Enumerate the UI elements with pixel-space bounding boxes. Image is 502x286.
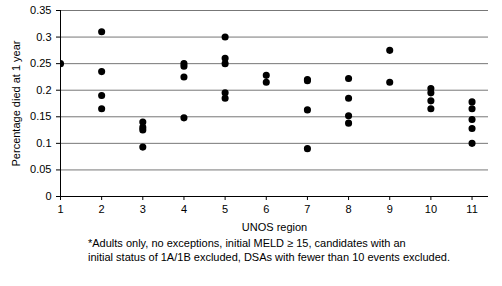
svg-text:0.05: 0.05 — [30, 163, 51, 175]
svg-text:0.35: 0.35 — [30, 4, 51, 16]
svg-text:0.1: 0.1 — [36, 137, 51, 149]
svg-text:9: 9 — [387, 203, 393, 215]
svg-text:7: 7 — [304, 203, 310, 215]
svg-text:5: 5 — [222, 203, 228, 215]
svg-text:8: 8 — [346, 203, 352, 215]
svg-text:Percentage died at 1 year: Percentage died at 1 year — [10, 40, 22, 166]
svg-text:0.3: 0.3 — [36, 31, 51, 43]
svg-text:2: 2 — [99, 203, 105, 215]
svg-text:6: 6 — [263, 203, 269, 215]
svg-text:1: 1 — [57, 203, 63, 215]
html-text:*Adults only, no exceptions, i: *Adults only, no exceptions, initial MEL… — [88, 237, 406, 249]
svg-text:11: 11 — [466, 203, 477, 215]
svg-text:0.2: 0.2 — [36, 84, 51, 96]
svg-text:10: 10 — [425, 203, 437, 215]
html-text:initial status of 1A/1B exclud: initial status of 1A/1B excluded, DSAs w… — [88, 251, 450, 263]
svg-text:3: 3 — [140, 203, 146, 215]
svg-text:0.25: 0.25 — [30, 57, 51, 69]
svg-text:0.15: 0.15 — [30, 110, 51, 122]
svg-text:0: 0 — [45, 190, 51, 202]
svg-text:UNOS region: UNOS region — [242, 221, 307, 233]
svg-text:4: 4 — [181, 203, 187, 215]
